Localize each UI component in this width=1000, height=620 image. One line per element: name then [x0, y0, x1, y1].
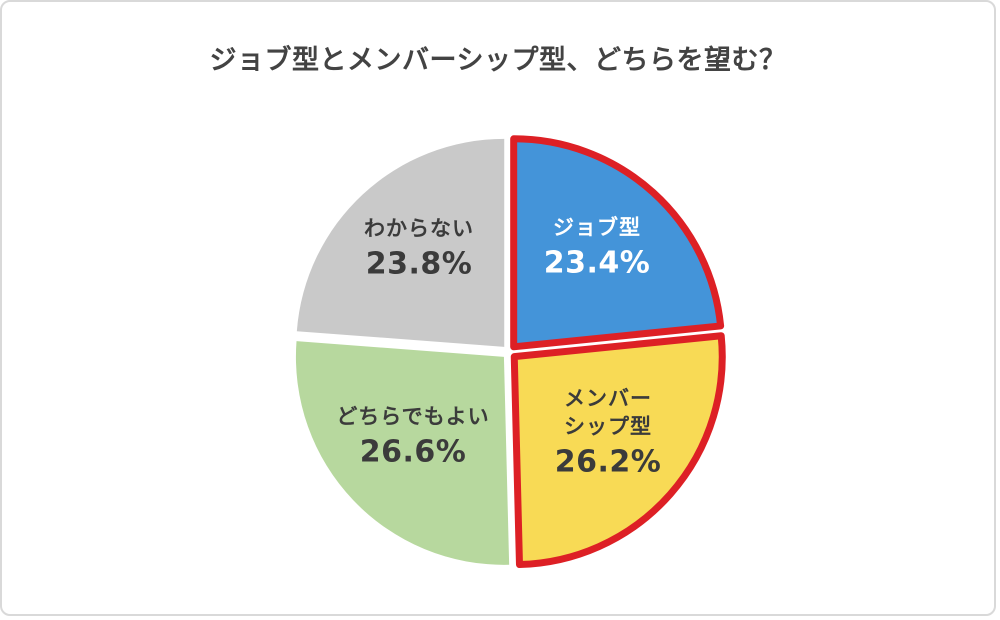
pie-slice-3	[296, 138, 505, 347]
pie-slice-2	[295, 341, 510, 565]
chart-title: ジョブ型とメンバーシップ型、どちらを望む？	[209, 45, 787, 76]
pie-slice-1	[510, 332, 726, 569]
pie-slice-0	[510, 135, 725, 351]
